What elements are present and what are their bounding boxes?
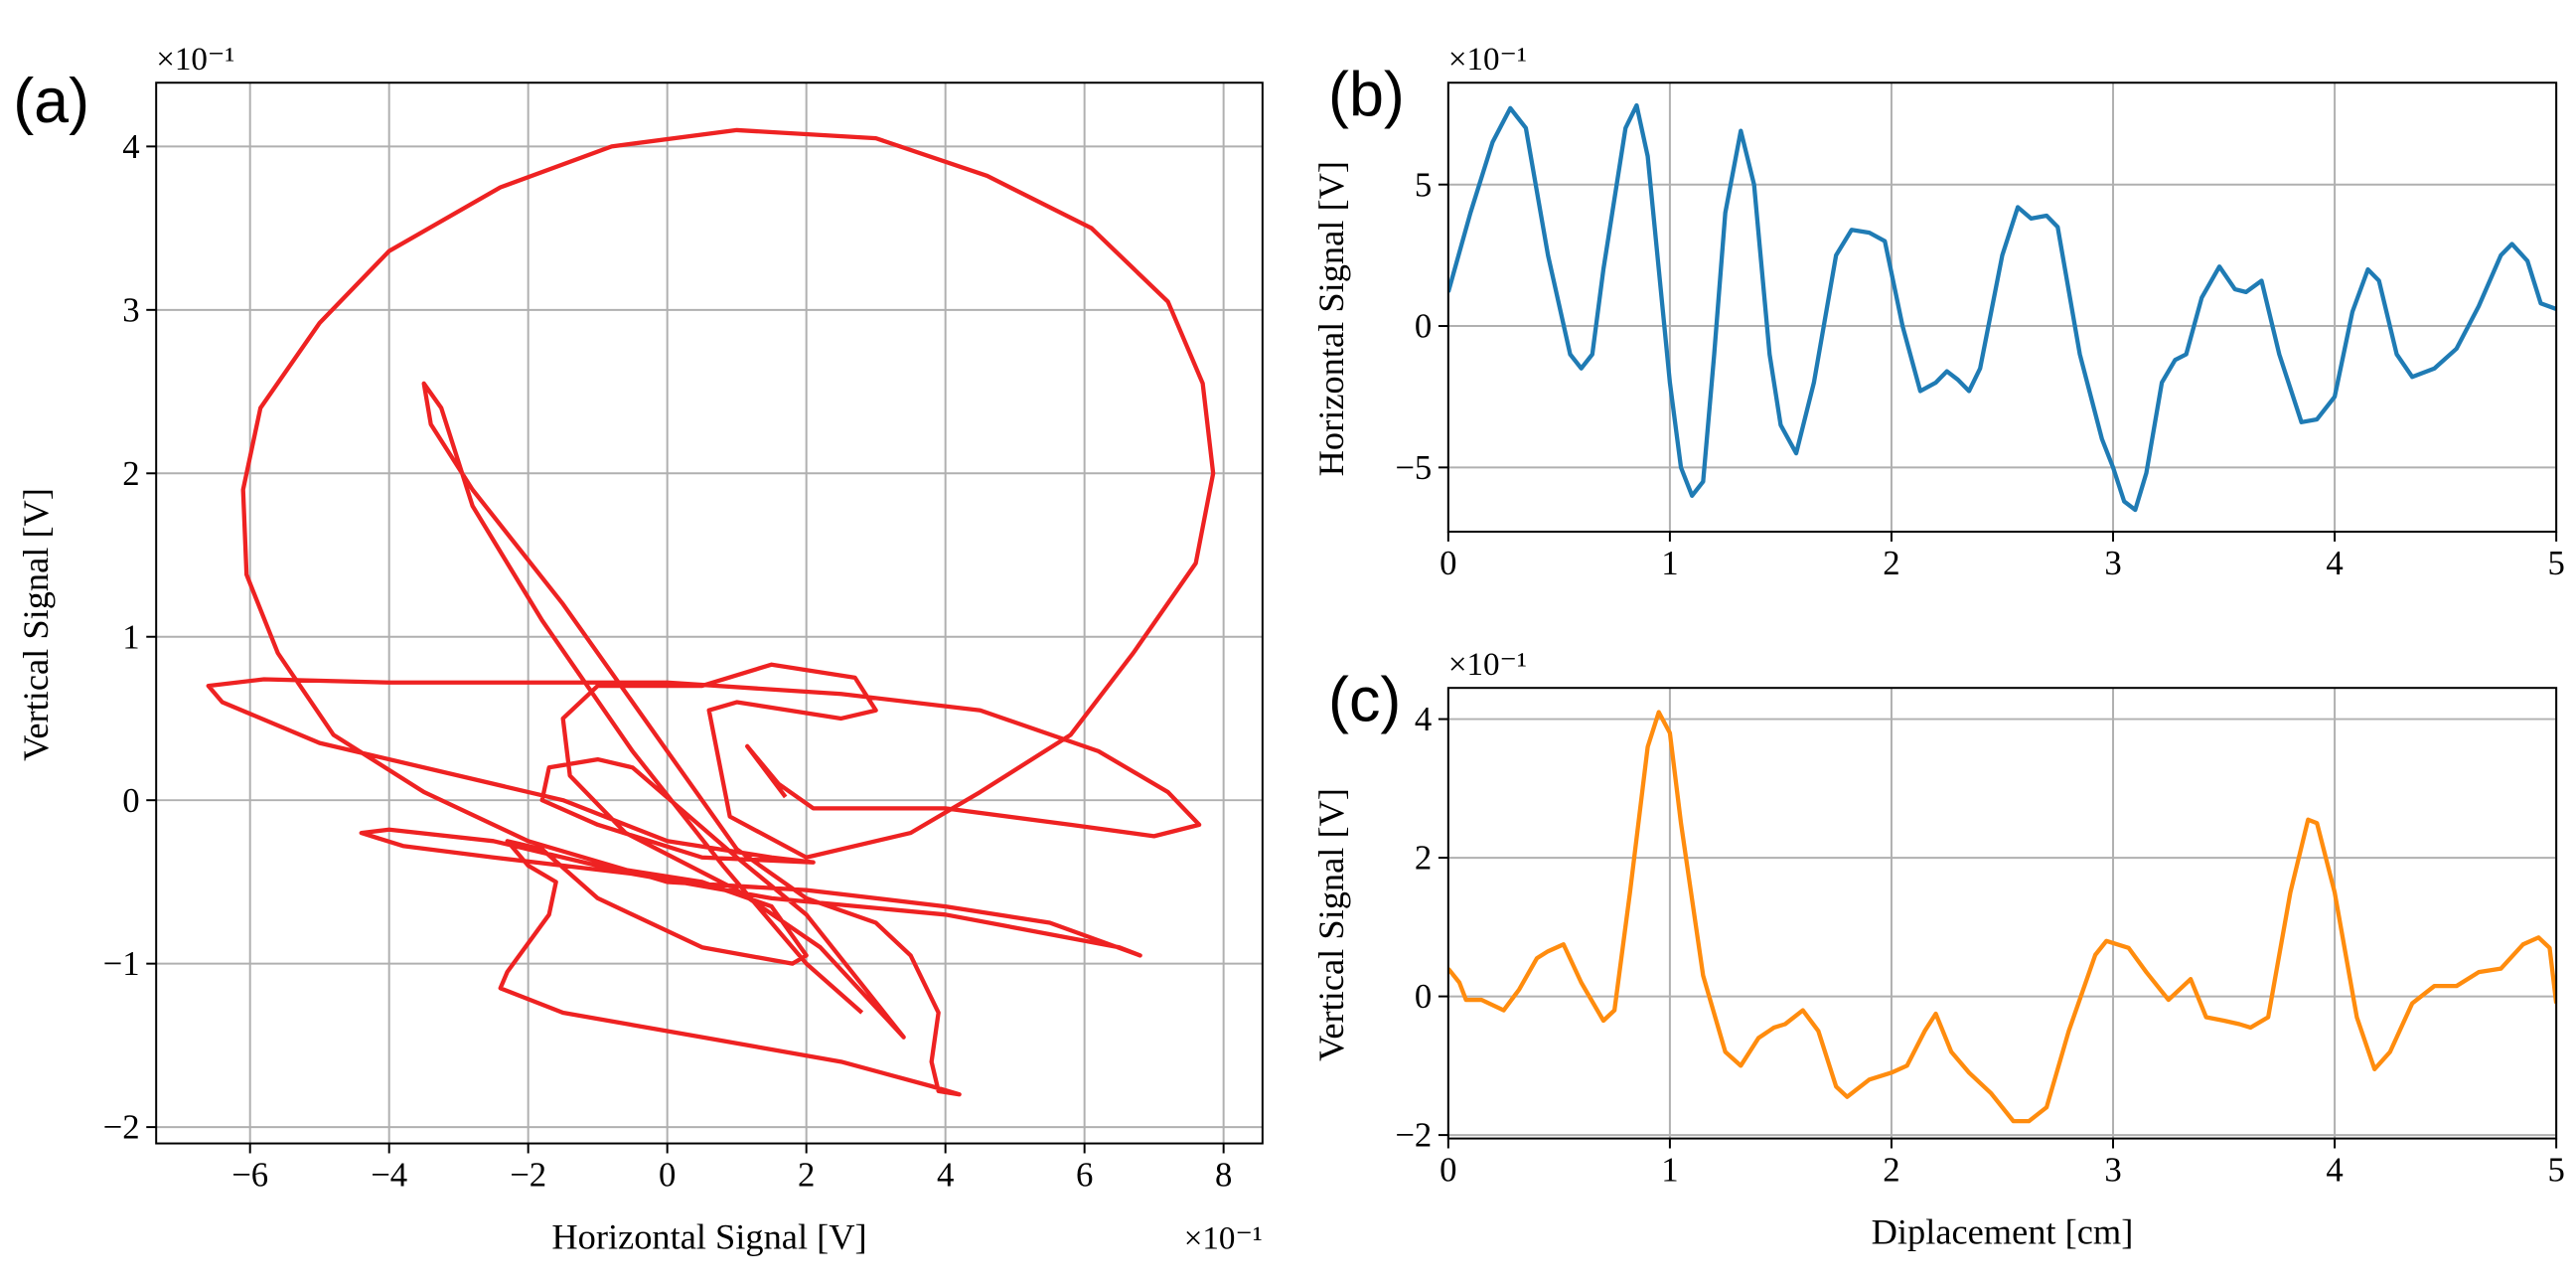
y-tick-label: 0 <box>1415 307 1432 346</box>
x-tick-label: 1 <box>1661 1151 1678 1190</box>
x-tick-label: 4 <box>937 1156 954 1195</box>
y-tick-label: 5 <box>1415 165 1432 204</box>
x-tick-label: −2 <box>510 1156 546 1195</box>
panel-label: (a) <box>13 67 89 136</box>
y-offset-label: ×10⁻¹ <box>1448 647 1527 683</box>
y-tick-label: 1 <box>122 617 139 656</box>
y-tick-label: 3 <box>122 290 139 329</box>
y-tick-label: −1 <box>103 944 140 983</box>
y-tick-label: −2 <box>1395 1116 1432 1155</box>
x-tick-label: 4 <box>2326 1151 2343 1190</box>
y-tick-label: 4 <box>122 127 139 166</box>
panel-label: (c) <box>1328 665 1401 734</box>
x-tick-label: 6 <box>1076 1156 1093 1195</box>
x-tick-label: 0 <box>1440 544 1456 582</box>
x-tick-label: 5 <box>2547 544 2564 582</box>
x-tick-label: 8 <box>1215 1156 1232 1195</box>
y-tick-label: 4 <box>1415 700 1432 738</box>
axes-frame <box>1446 687 2558 1140</box>
axes-frame <box>155 81 1264 1145</box>
y-axis-label: Vertical Signal [V] <box>1311 788 1351 1061</box>
data-line <box>1447 102 2557 513</box>
x-tick-label: −4 <box>371 1156 407 1195</box>
x-tick-label: 2 <box>1883 544 1899 582</box>
x-tick-label: 2 <box>798 1156 815 1195</box>
y-axis-label: Vertical Signal [V] <box>16 488 56 761</box>
x-tick-label: 3 <box>2104 1151 2121 1190</box>
y-tick-label: −5 <box>1395 448 1432 487</box>
y-tick-label: 0 <box>1415 977 1432 1016</box>
y-offset-label: ×10⁻¹ <box>156 42 234 78</box>
x-tick-label: 4 <box>2326 544 2343 582</box>
x-axis-label: Horizontal Signal [V] <box>551 1216 866 1256</box>
y-tick-label: 2 <box>1415 839 1432 878</box>
y-axis-label: Horizontal Signal [V] <box>1311 161 1351 476</box>
x-tick-label: 0 <box>659 1156 676 1195</box>
y-tick-label: 0 <box>122 781 139 820</box>
x-tick-label: 5 <box>2547 1151 2564 1190</box>
x-tick-label: −6 <box>231 1156 268 1195</box>
axes-frame <box>1446 81 2558 533</box>
x-tick-label: 3 <box>2104 544 2121 582</box>
x-axis-label: Diplacement [cm] <box>1872 1211 2134 1251</box>
data-line <box>1447 710 2557 1124</box>
y-tick-label: −2 <box>103 1108 140 1147</box>
y-tick-label: 2 <box>122 454 139 493</box>
x-tick-label: 0 <box>1440 1151 1456 1190</box>
x-tick-label: 2 <box>1883 1151 1899 1190</box>
x-tick-label: 1 <box>1661 544 1678 582</box>
panel-label: (b) <box>1328 60 1405 129</box>
data-line <box>206 127 1216 1097</box>
x-offset-label: ×10⁻¹ <box>1184 1220 1263 1256</box>
y-offset-label: ×10⁻¹ <box>1448 42 1527 78</box>
